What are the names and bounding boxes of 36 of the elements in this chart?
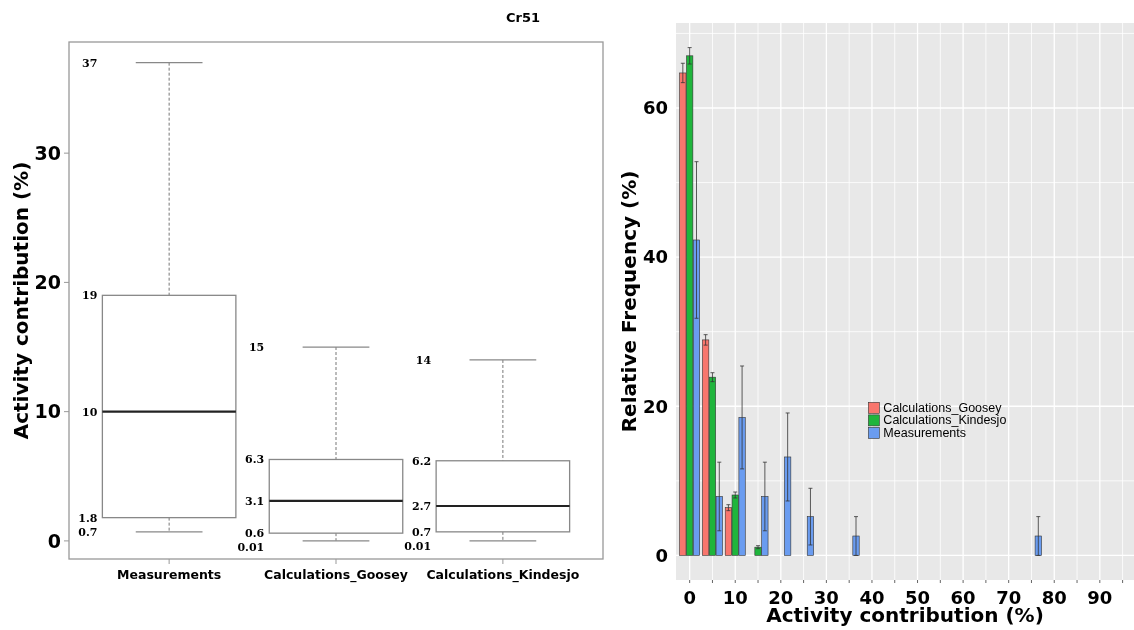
legend-label: Calculations_Goosey (883, 400, 1003, 415)
y-tick-label: 10 (34, 400, 61, 423)
y-tick-label: 20 (642, 395, 668, 417)
legend-label: Calculations_Kindesjo (883, 413, 1007, 428)
x-tick-label: Calculations_Kindesjo (426, 567, 580, 583)
y-tick-label: 0 (47, 529, 61, 552)
chart-title: Cr51 (505, 10, 541, 25)
y-tick-label: 0 (655, 544, 668, 566)
annotation: 10 (82, 405, 98, 419)
y-tick-label: 60 (642, 97, 668, 119)
x-tick-label: Measurements (117, 567, 222, 582)
annotation: 0.7 (411, 525, 432, 539)
annotation: 1.8 (78, 511, 98, 525)
annotation: 6.2 (411, 454, 432, 468)
x-tick-label: 0 (683, 587, 696, 608)
x-tick-label: 10 (722, 587, 748, 608)
y-axis-title: Activity contribution (%) (9, 161, 33, 440)
annotation: 37 (82, 56, 98, 70)
y-tick-label: 20 (34, 271, 61, 294)
annotation: 0.01 (237, 541, 265, 555)
annotation: 19 (82, 289, 98, 303)
annotation: 0.01 (404, 539, 432, 553)
y-tick-label: 40 (642, 246, 668, 268)
annotation: 3.1 (245, 494, 265, 508)
legend-label: Measurements (883, 425, 967, 440)
annotation: 14 (415, 353, 432, 367)
x-tick-label: 80 (1041, 587, 1067, 608)
y-axis-title: Relative Frequency (%) (617, 170, 641, 433)
x-tick-label: 90 (1087, 587, 1113, 608)
annotation: 6.3 (245, 453, 265, 467)
annotation: 15 (248, 341, 265, 355)
annotation: 0.7 (78, 525, 98, 539)
y-tick-label: 30 (34, 141, 61, 164)
x-tick-label: Calculations_Goosey (264, 567, 408, 583)
annotation: 0.6 (245, 527, 265, 541)
annotation: 2.7 (411, 500, 432, 514)
